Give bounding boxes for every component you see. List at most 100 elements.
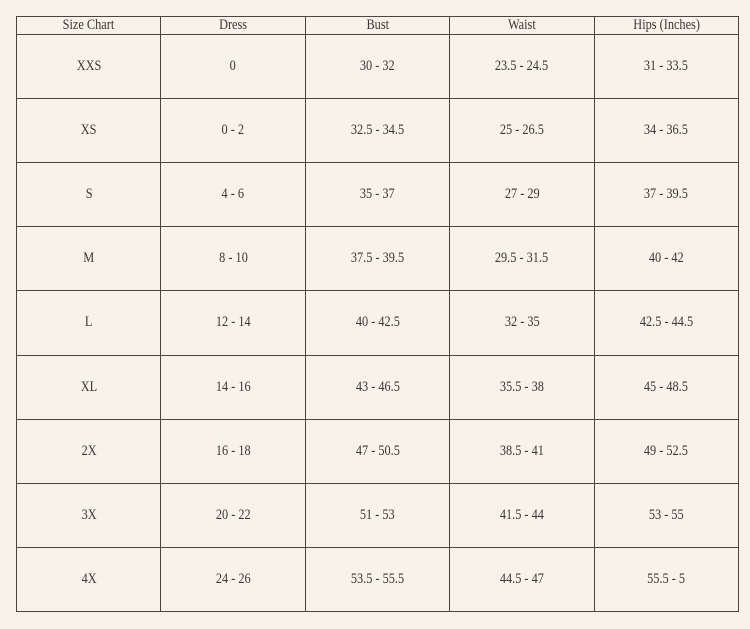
table-row: M 8 - 10 37.5 - 39.5 29.5 - 31.5 40 - 42 xyxy=(15,226,740,292)
cell-value: 31 - 33.5 xyxy=(644,58,689,75)
cell-value: 24 - 26 xyxy=(215,570,251,587)
cell-value: 45 - 48.5 xyxy=(644,378,689,395)
table-cell: M xyxy=(15,226,162,292)
table-cell: 44.5 - 47 xyxy=(449,546,595,613)
cell-value: 29.5 - 31.5 xyxy=(495,250,549,267)
cell-value: 34 - 36.5 xyxy=(644,122,689,139)
table-cell: 51 - 53 xyxy=(304,482,451,548)
table-cell: 0 - 2 xyxy=(160,98,306,164)
table-cell: XL xyxy=(15,354,162,420)
cell-value: M xyxy=(83,250,95,267)
column-header: Dress xyxy=(160,16,306,35)
header-row: Size Chart Dress Bust Waist Hips (Inches) xyxy=(15,16,740,35)
cell-value: 35 - 37 xyxy=(360,186,395,203)
table-cell: 38.5 - 41 xyxy=(449,418,595,484)
table-row: XL 14 - 16 43 - 46.5 35.5 - 38 45 - 48.5 xyxy=(15,354,740,420)
cell-value: 44.5 - 47 xyxy=(499,570,544,587)
table-row: XXS 0 30 - 32 23.5 - 24.5 31 - 33.5 xyxy=(15,33,740,100)
table-cell: 0 xyxy=(160,33,306,100)
cell-value: 0 xyxy=(230,58,237,75)
cell-value: 16 - 18 xyxy=(215,442,251,459)
table-row: 2X 16 - 18 47 - 50.5 38.5 - 41 49 - 52.5 xyxy=(15,418,740,484)
cell-value: 35.5 - 38 xyxy=(499,378,544,395)
cell-value: 40 - 42 xyxy=(648,250,684,267)
table-cell: 53.5 - 55.5 xyxy=(304,546,451,613)
cell-value: 55.5 - 5 xyxy=(647,570,686,587)
table-row: XS 0 - 2 32.5 - 34.5 25 - 26.5 34 - 36.5 xyxy=(15,98,740,164)
cell-value: XS xyxy=(80,122,97,139)
cell-value: 23.5 - 24.5 xyxy=(495,58,549,75)
table-cell: 37 - 39.5 xyxy=(593,162,740,228)
cell-value: 2X xyxy=(81,442,97,459)
cell-value: 25 - 26.5 xyxy=(499,122,544,139)
table-cell: 35.5 - 38 xyxy=(449,354,595,420)
cell-value: 32 - 35 xyxy=(504,314,540,331)
table-row: 4X 24 - 26 53.5 - 55.5 44.5 - 47 55.5 - 5 xyxy=(15,546,740,613)
cell-value: 32.5 - 34.5 xyxy=(350,122,405,139)
table-cell: 23.5 - 24.5 xyxy=(449,33,595,100)
table-cell: 16 - 18 xyxy=(160,418,306,484)
cell-value: 30 - 32 xyxy=(360,58,395,75)
cell-value: 4X xyxy=(81,570,97,587)
cell-value: 43 - 46.5 xyxy=(355,378,400,395)
table-cell: 43 - 46.5 xyxy=(304,354,451,420)
table-cell: 29.5 - 31.5 xyxy=(449,226,595,292)
table-cell: XS xyxy=(15,98,162,164)
table-cell: 31 - 33.5 xyxy=(593,33,740,100)
column-header: Size Chart xyxy=(15,16,162,35)
table-cell: 4 - 6 xyxy=(160,162,306,228)
table-cell: 32 - 35 xyxy=(449,290,595,356)
table-cell: 30 - 32 xyxy=(304,33,451,100)
column-header-label: Hips (Inches) xyxy=(632,17,700,33)
cell-value: 53.5 - 55.5 xyxy=(350,570,405,587)
cell-value: 27 - 29 xyxy=(504,186,540,203)
size-chart-table: Size Chart Dress Bust Waist Hips (Inches) XX… xyxy=(15,16,740,613)
cell-value: 42.5 - 44.5 xyxy=(639,314,693,331)
cell-value: S xyxy=(85,186,93,203)
table-cell: 12 - 14 xyxy=(160,290,306,356)
table-cell: 40 - 42 xyxy=(593,226,740,292)
column-header-label: Bust xyxy=(366,17,389,33)
table-cell: 47 - 50.5 xyxy=(304,418,451,484)
table-cell: 24 - 26 xyxy=(160,546,306,613)
cell-value: XL xyxy=(80,378,97,395)
cell-value: 38.5 - 41 xyxy=(499,442,544,459)
table-cell: 55.5 - 5 xyxy=(593,546,740,613)
cell-value: 8 - 10 xyxy=(218,250,248,267)
cell-value: 12 - 14 xyxy=(215,314,251,331)
table-cell: 41.5 - 44 xyxy=(449,482,595,548)
cell-value: 14 - 16 xyxy=(215,378,251,395)
table-cell: 4X xyxy=(15,546,162,613)
table-cell: 49 - 52.5 xyxy=(593,418,740,484)
table-cell: 8 - 10 xyxy=(160,226,306,292)
table-cell: 14 - 16 xyxy=(160,354,306,420)
cell-value: 20 - 22 xyxy=(215,506,251,523)
table-cell: 40 - 42.5 xyxy=(304,290,451,356)
column-header: Bust xyxy=(304,16,451,35)
table-cell: 20 - 22 xyxy=(160,482,306,548)
cell-value: XXS xyxy=(76,58,102,75)
table-cell: 27 - 29 xyxy=(449,162,595,228)
cell-value: 4 - 6 xyxy=(221,186,245,203)
cell-value: 47 - 50.5 xyxy=(355,442,400,459)
table-cell: 34 - 36.5 xyxy=(593,98,740,164)
cell-value: 51 - 53 xyxy=(360,506,395,523)
cell-value: 3X xyxy=(81,506,97,523)
table-cell: 32.5 - 34.5 xyxy=(304,98,451,164)
cell-value: 37 - 39.5 xyxy=(644,186,689,203)
column-header: Waist xyxy=(449,16,595,35)
column-header-label: Dress xyxy=(219,17,248,33)
table-cell: S xyxy=(15,162,162,228)
table-cell: 37.5 - 39.5 xyxy=(304,226,451,292)
cell-value: 0 - 2 xyxy=(221,122,245,139)
cell-value: 49 - 52.5 xyxy=(644,442,689,459)
table-row: S 4 - 6 35 - 37 27 - 29 37 - 39.5 xyxy=(15,162,740,228)
table-cell: 2X xyxy=(15,418,162,484)
table-cell: 42.5 - 44.5 xyxy=(593,290,740,356)
table-cell: 35 - 37 xyxy=(304,162,451,228)
table-cell: L xyxy=(15,290,162,356)
table-cell: 53 - 55 xyxy=(593,482,740,548)
table-cell: 25 - 26.5 xyxy=(449,98,595,164)
cell-value: L xyxy=(84,314,93,331)
column-header-label: Waist xyxy=(508,17,536,33)
